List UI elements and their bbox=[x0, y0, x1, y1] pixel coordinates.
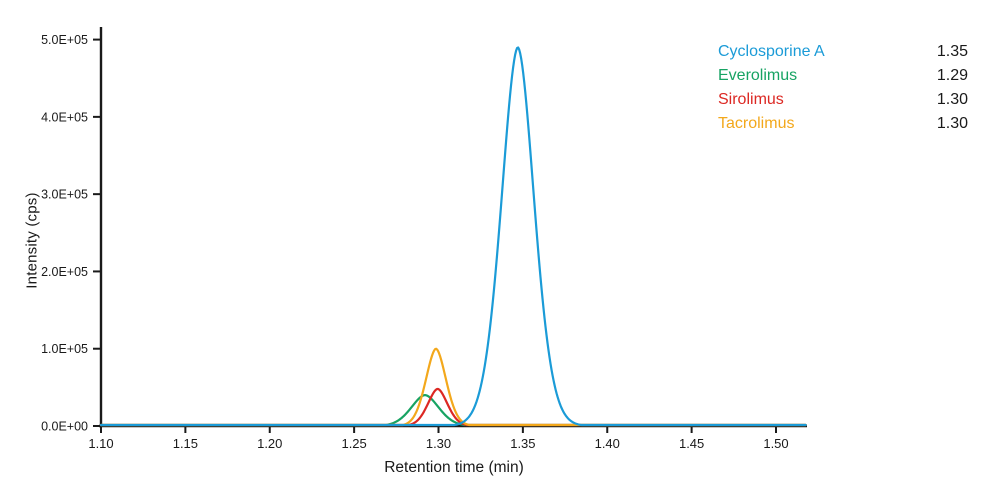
axes bbox=[99, 27, 807, 428]
legend-item-tacrolimus: Tacrolimus 1.30 bbox=[718, 112, 968, 136]
x-tick-label: 1.15 bbox=[173, 436, 198, 451]
series-curve-everolimus bbox=[99, 393, 807, 427]
y-axis-title: Intensity (cps) bbox=[23, 192, 41, 289]
y-tick-label: 0.0E+00 bbox=[41, 420, 88, 434]
legend-retention-time: 1.29 bbox=[936, 67, 968, 84]
legend-series-name: Tacrolimus bbox=[718, 115, 795, 132]
x-tick-label: 1.25 bbox=[341, 436, 366, 451]
x-tick-label: 1.35 bbox=[510, 436, 535, 451]
legend-item-cyclosporine-a: Cyclosporine A 1.35 bbox=[718, 40, 968, 64]
legend-retention-time: 1.35 bbox=[936, 43, 968, 60]
y-tick-label: 3.0E+05 bbox=[41, 188, 88, 202]
chromatogram-curves bbox=[99, 46, 807, 427]
axis-ticks bbox=[93, 38, 777, 433]
series-curve-cyclosporine-a bbox=[99, 46, 807, 427]
x-tick-label: 1.50 bbox=[763, 436, 788, 451]
legend-retention-time: 1.30 bbox=[936, 115, 968, 132]
y-tick-label: 4.0E+05 bbox=[41, 110, 88, 124]
legend-series-name: Cyclosporine A bbox=[718, 43, 825, 60]
legend: Cyclosporine A 1.35 Everolimus 1.29 Siro… bbox=[718, 40, 968, 136]
y-tick-label: 2.0E+05 bbox=[41, 265, 88, 279]
y-tick-label: 1.0E+05 bbox=[41, 342, 88, 356]
legend-item-sirolimus: Sirolimus 1.30 bbox=[718, 88, 968, 112]
legend-series-name: Everolimus bbox=[718, 67, 798, 84]
legend-series-name: Sirolimus bbox=[718, 91, 784, 108]
x-axis-title: Retention time (min) bbox=[384, 459, 524, 476]
y-tick-label: 5.0E+05 bbox=[41, 33, 88, 47]
legend-retention-time: 1.30 bbox=[936, 91, 968, 108]
legend-item-everolimus: Everolimus 1.29 bbox=[718, 64, 968, 88]
x-tick-label: 1.40 bbox=[595, 436, 620, 451]
x-tick-label: 1.20 bbox=[257, 436, 282, 451]
x-tick-label: 1.45 bbox=[679, 436, 704, 451]
x-tick-label: 1.10 bbox=[88, 436, 113, 451]
axis-tick-labels: 1.10 1.15 1.20 1.25 1.30 1.35 1.40 1.45 1.50 0.0E… bbox=[41, 33, 789, 451]
x-tick-label: 1.30 bbox=[426, 436, 451, 451]
